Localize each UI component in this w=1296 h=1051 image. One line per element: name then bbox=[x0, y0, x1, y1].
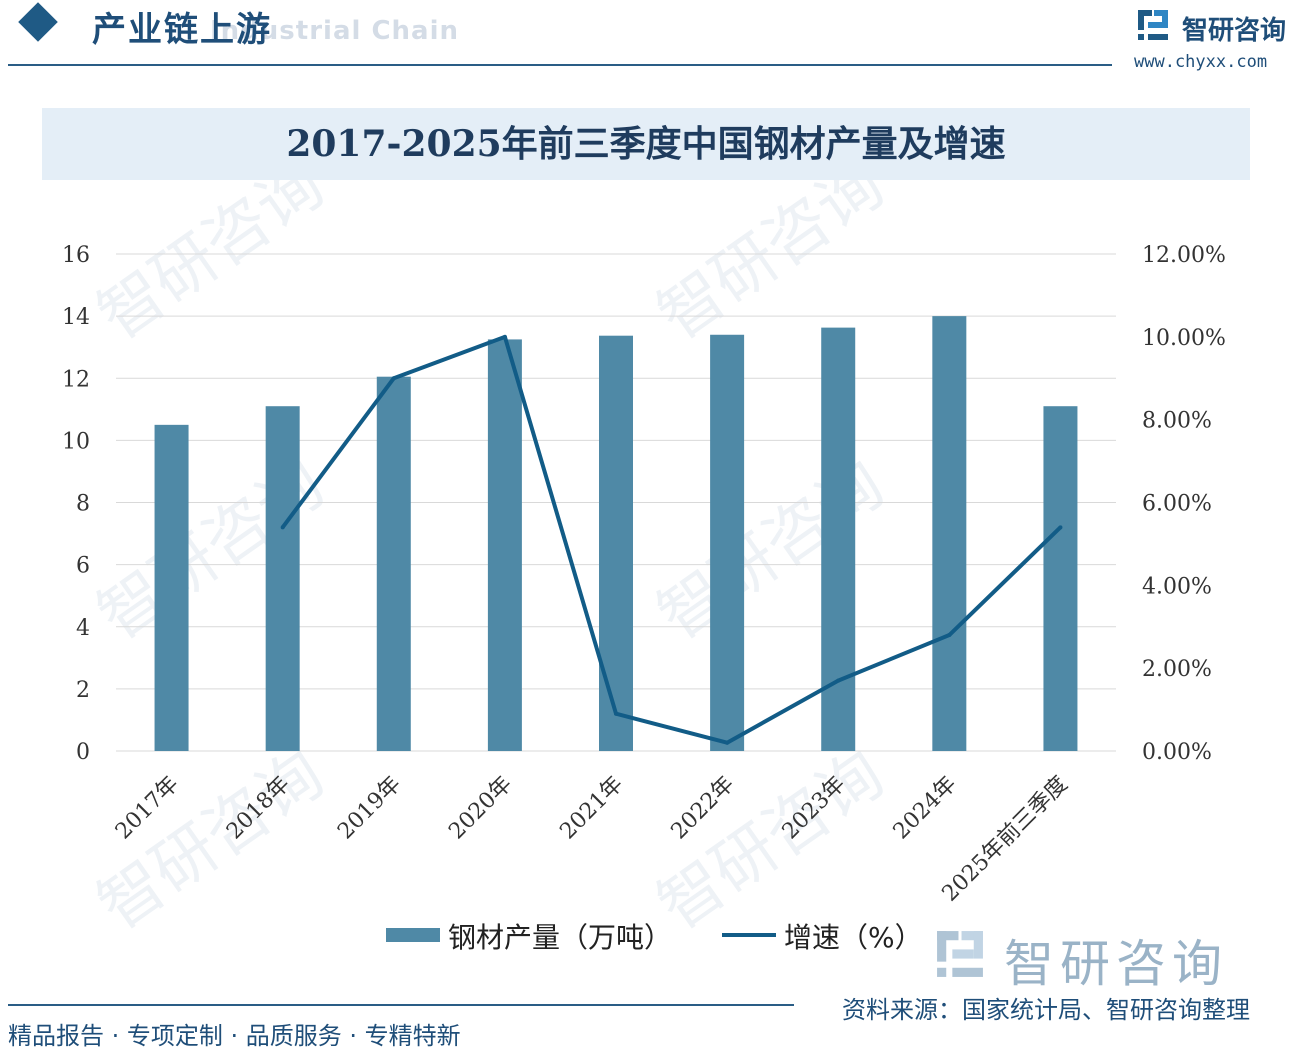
diamond-icon bbox=[18, 2, 58, 42]
line-point bbox=[947, 633, 952, 638]
y-left-tick-label: 14 bbox=[62, 305, 90, 330]
chart-title-bar: 2017-2025年前三季度中国钢材产量及增速 bbox=[42, 108, 1250, 180]
section-title: 产业链上游 bbox=[92, 10, 272, 50]
brand-url: www.chyxx.com bbox=[1134, 52, 1268, 72]
legend-bar-swatch bbox=[386, 928, 440, 942]
bar bbox=[154, 424, 189, 751]
y-left-tick-label: 12 bbox=[62, 367, 90, 392]
bar bbox=[599, 335, 633, 751]
y-right-tick-label: 8.00% bbox=[1142, 409, 1212, 434]
x-tick-label: 2021年 bbox=[555, 772, 628, 845]
bar bbox=[1043, 406, 1078, 751]
y-left-tick-label: 6 bbox=[76, 554, 90, 579]
x-tick-label: 2018年 bbox=[222, 772, 295, 845]
bar bbox=[710, 334, 745, 751]
section-subtitle: Industrial Chain bbox=[210, 16, 460, 46]
y-right-tick-label: 4.00% bbox=[1142, 574, 1212, 599]
brand-name: 智研咨询 bbox=[1182, 16, 1287, 46]
x-tick-label: 2024年 bbox=[889, 772, 962, 845]
page-header: Industrial Chain 产业链上游 智研咨询 www.chyxx.co… bbox=[0, 0, 1296, 72]
legend-label-growth: 增速（%） bbox=[784, 921, 923, 954]
brand-logo-icon bbox=[1138, 10, 1168, 40]
line-point bbox=[502, 334, 507, 339]
y-left-tick-label: 2 bbox=[76, 678, 90, 703]
line-point bbox=[1058, 525, 1063, 530]
y-left-tick-label: 0 bbox=[76, 740, 90, 765]
line-point bbox=[725, 740, 730, 745]
x-tick-label: 2020年 bbox=[444, 772, 517, 845]
watermark-logo-icon bbox=[937, 931, 983, 977]
footer-divider bbox=[8, 1004, 794, 1006]
x-tick-label: 2023年 bbox=[778, 772, 851, 845]
bar bbox=[932, 316, 967, 751]
y-left-tick-label: 4 bbox=[76, 616, 90, 641]
legend-label-production: 钢材产量（万吨） bbox=[448, 921, 673, 954]
x-tick-label: 2019年 bbox=[333, 772, 406, 845]
chart-area: 0 2 4 6 8 10 12 14 16 0.00% 2.00% 4.00% 6.00% 8.00% 10… bbox=[62, 243, 1226, 907]
header-divider bbox=[8, 64, 1112, 66]
bar bbox=[376, 376, 411, 751]
y-right-tick-label: 10.00% bbox=[1142, 326, 1226, 351]
y-left-tick-label: 16 bbox=[62, 243, 90, 268]
y-left-tick-label: 10 bbox=[62, 429, 90, 454]
y-right-tick-label: 12.00% bbox=[1142, 243, 1226, 268]
y-right-tick-label: 2.00% bbox=[1142, 657, 1212, 682]
bar bbox=[487, 339, 522, 751]
x-tick-label: 2022年 bbox=[667, 772, 740, 845]
watermark-text: 智研咨询 bbox=[1004, 935, 1228, 993]
line-point bbox=[614, 711, 618, 716]
data-source: 资料来源：国家统计局、智研咨询整理 bbox=[842, 996, 1250, 1024]
bar bbox=[265, 406, 300, 751]
line-point bbox=[280, 525, 285, 530]
line-point bbox=[391, 376, 396, 381]
y-right-tick-label: 6.00% bbox=[1142, 492, 1212, 517]
footer-tagline: 精品报告 · 专项定制 · 品质服务 · 专精特新 bbox=[8, 1022, 461, 1050]
legend-line-swatch bbox=[722, 933, 776, 937]
y-right-tick-label: 0.00% bbox=[1142, 740, 1212, 765]
line-point bbox=[836, 678, 841, 683]
chart-title: 2017-2025年前三季度中国钢材产量及增速 bbox=[286, 123, 1006, 165]
y-left-tick-label: 8 bbox=[76, 492, 90, 517]
x-tick-label: 2017年 bbox=[111, 772, 184, 845]
growth-line bbox=[281, 334, 1062, 745]
